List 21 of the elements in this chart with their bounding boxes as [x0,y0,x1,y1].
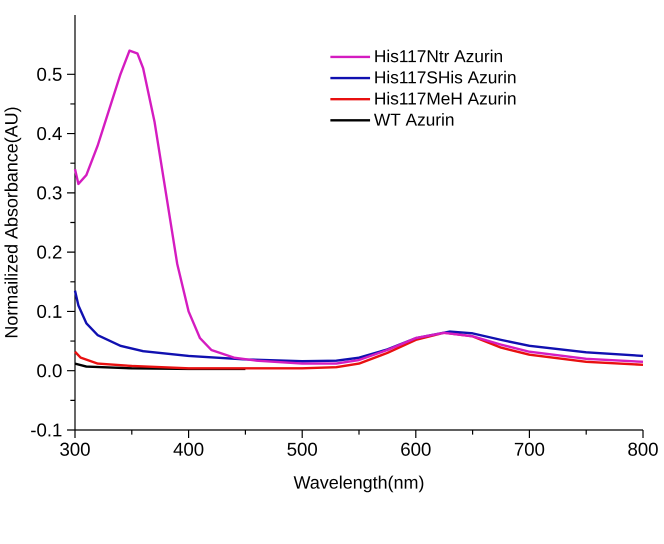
x-tick-label: 700 [514,442,544,456]
y-tick-label: 0.0 [37,364,62,378]
x-tick-label: 400 [174,442,204,456]
y-tick-label: 0.5 [37,68,62,81]
y-tick-label: 0.3 [37,186,62,200]
legend-label: His117Ntr Azurin [375,50,502,62]
y-axis-title: Normailized Absorbance(AU) [4,108,22,338]
legend-label: His117MeH Azurin [375,92,516,105]
y-tick-label: 0.4 [37,126,62,140]
line-series [74,289,644,362]
legend-label: His117SHis Azurin [375,70,516,84]
y-tick-label: -0.1 [31,423,62,437]
x-tick-label: 600 [401,442,431,456]
x-tick-label: 300 [60,442,90,456]
y-tick-label: 0.2 [37,246,62,259]
x-tick-label: 500 [287,442,317,456]
x-tick-label: 800 [628,442,658,456]
y-tick-label: 0.1 [37,304,62,318]
x-axis-title: Wavelength(nm) [294,476,424,492]
legend-label: WT Azurin [374,113,454,126]
line-series [74,332,644,370]
